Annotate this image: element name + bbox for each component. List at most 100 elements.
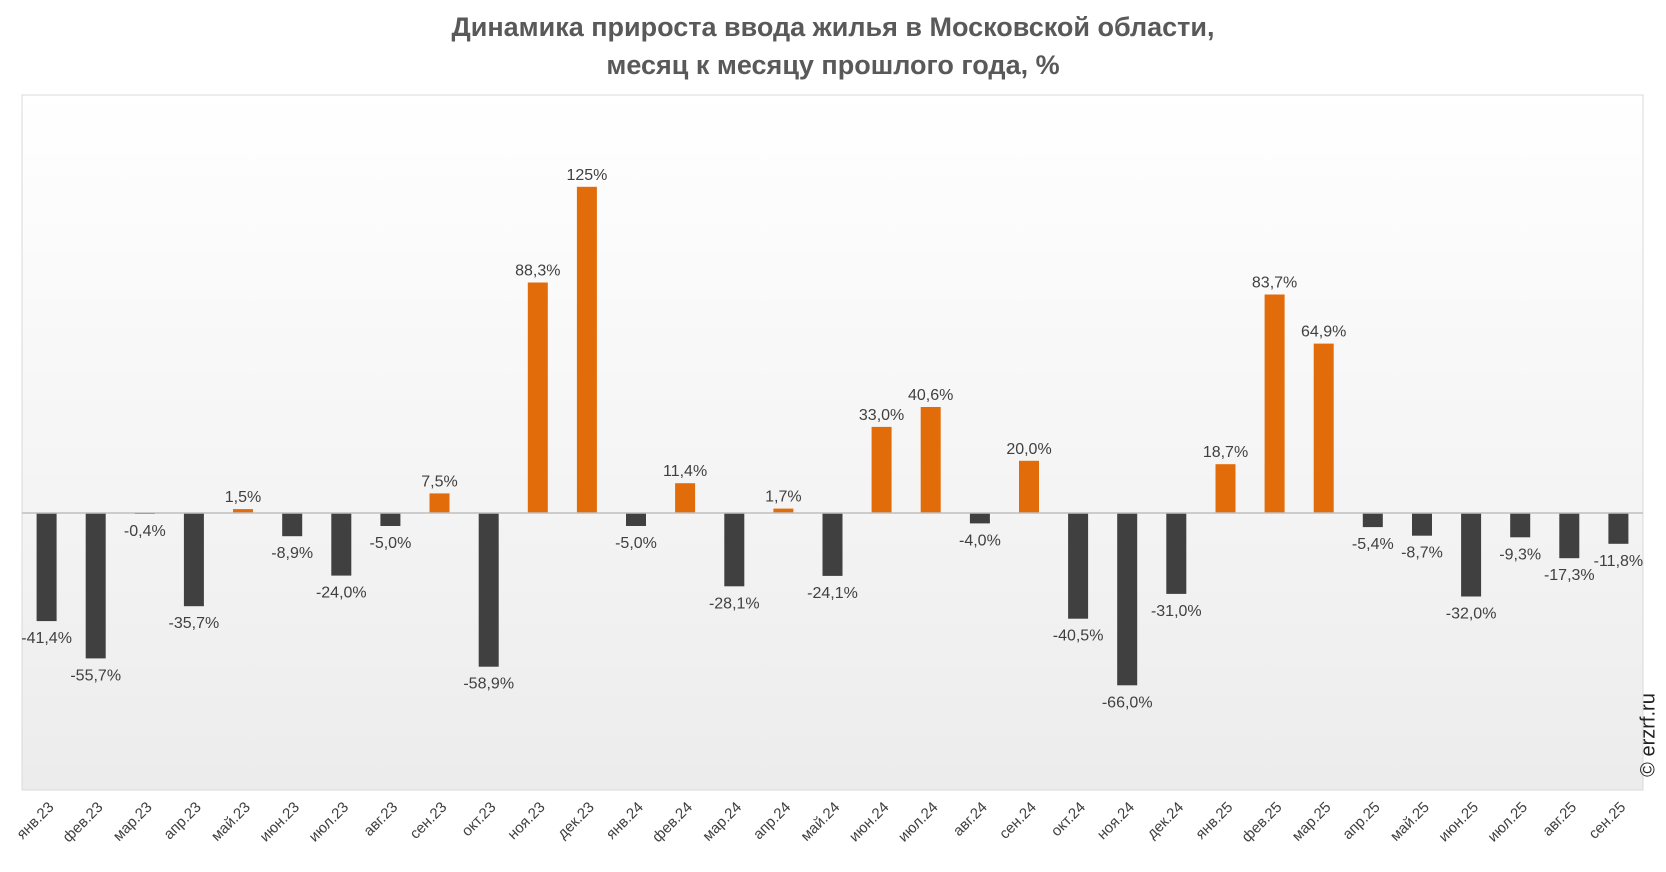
watermark: © erzrf.ru [1637, 693, 1660, 777]
bar [1264, 294, 1285, 513]
data-label: 11,4% [663, 463, 707, 480]
bar [920, 407, 941, 513]
bar [576, 186, 597, 514]
plot-area [21, 94, 1644, 791]
bar [282, 513, 303, 537]
x-tick-label: июн.23 [257, 799, 304, 846]
bars-layer [36, 186, 1629, 686]
bar [1608, 513, 1629, 544]
data-label: 1,5% [225, 489, 261, 506]
data-label: -11,8% [1594, 553, 1644, 570]
data-label: -24,1% [807, 585, 858, 602]
data-label: -5,0% [615, 535, 657, 552]
x-tick-label: авг.23 [360, 799, 401, 840]
bar [1215, 464, 1236, 513]
bar [1019, 460, 1039, 513]
bar [871, 426, 892, 513]
x-tick-label: дек.23 [554, 799, 597, 842]
x-tick-label: авг.24 [950, 799, 991, 840]
data-label: 40,6% [908, 387, 953, 404]
x-tick-label: авг.25 [1539, 799, 1580, 840]
data-label: 83,7% [1252, 275, 1297, 292]
data-label: -55,7% [70, 667, 121, 684]
x-tick-label: июл.25 [1484, 799, 1531, 846]
data-label: -41,4% [21, 630, 72, 647]
bar [1166, 513, 1187, 594]
data-label: -66,0% [1102, 694, 1153, 711]
bar [1117, 513, 1138, 686]
bar [429, 493, 450, 513]
data-label: 33,0% [859, 407, 904, 424]
bar [1068, 513, 1089, 619]
x-tick-label: май.23 [208, 799, 254, 845]
bar [969, 513, 990, 524]
x-tick-label: окт.24 [1048, 799, 1089, 840]
data-label: -9,3% [1499, 546, 1541, 563]
x-tick-label: сен.25 [1585, 799, 1629, 843]
x-tick-label: апр.23 [160, 799, 204, 843]
data-label: 64,9% [1301, 324, 1346, 341]
data-label: 20,0% [1006, 441, 1051, 458]
chart-title-line-1: Динамика прироста ввода жилья в Московск… [451, 12, 1215, 42]
data-label: 88,3% [515, 263, 560, 280]
data-label: -5,4% [1352, 536, 1394, 553]
data-label: -58,9% [463, 676, 514, 693]
x-tick-label: сен.24 [996, 799, 1040, 843]
bar [626, 513, 646, 526]
data-label: -28,1% [709, 595, 760, 612]
bar [1461, 513, 1482, 597]
bar [1362, 513, 1383, 528]
bar [1510, 513, 1531, 538]
data-label: -8,7% [1401, 545, 1443, 562]
x-tick-label: ноя.23 [504, 799, 548, 843]
x-tick-label: фев.25 [1238, 799, 1285, 846]
x-tick-label: сен.23 [406, 799, 450, 843]
x-tick-label: фев.23 [59, 799, 106, 846]
bar [527, 282, 548, 513]
data-label: 18,7% [1203, 444, 1248, 461]
x-tick-label: янв.25 [1192, 799, 1236, 843]
bar [1559, 513, 1580, 559]
x-axis-tick-labels: янв.23 фев.23 мар.23 апр.23 май.23 июн.23 июл.… [13, 799, 1629, 846]
x-tick-label: июл.24 [895, 799, 942, 846]
bar [233, 509, 253, 513]
bar [1313, 343, 1334, 513]
data-label: -24,0% [316, 585, 367, 602]
x-tick-label: дек.24 [1144, 799, 1187, 842]
x-tick-label: янв.23 [13, 799, 57, 843]
bar [773, 508, 794, 513]
x-tick-label: май.24 [797, 799, 843, 845]
x-tick-label: июл.23 [306, 799, 353, 846]
x-tick-label: май.25 [1387, 799, 1433, 845]
data-label: -17,3% [1544, 567, 1595, 584]
bar [380, 513, 401, 526]
x-tick-label: июн.24 [846, 799, 893, 846]
bar [675, 483, 696, 513]
x-tick-label: июн.25 [1435, 799, 1482, 846]
data-label: -35,7% [169, 615, 220, 632]
bar [478, 513, 499, 667]
x-tick-label: апр.24 [750, 799, 794, 843]
data-label: -0,4% [124, 523, 166, 540]
x-tick-label: мар.25 [1289, 799, 1335, 845]
data-label: -32,0% [1446, 606, 1497, 623]
data-label: -31,0% [1151, 603, 1202, 620]
data-label: 7,5% [421, 473, 457, 490]
data-label: 1,7% [765, 489, 801, 506]
bar [85, 513, 106, 659]
value-labels-layer: -41,4% -55,7% -0,4% -35,7% 1,5% -8,9% -24,0% -5… [21, 167, 1644, 711]
x-tick-label: апр.25 [1339, 799, 1383, 843]
chart-title-line-2: месяц к месяцу прошлого года, % [606, 50, 1060, 80]
x-tick-label: мар.23 [110, 799, 156, 845]
bar [822, 513, 843, 576]
data-label: -4,0% [959, 532, 1001, 549]
bar [36, 513, 57, 622]
data-label: -5,0% [370, 535, 412, 552]
x-tick-label: янв.24 [603, 799, 647, 843]
x-tick-label: фев.24 [649, 799, 696, 846]
data-label: -40,5% [1053, 628, 1104, 645]
bar [183, 513, 204, 607]
bar [1412, 513, 1432, 536]
bar [724, 513, 745, 587]
